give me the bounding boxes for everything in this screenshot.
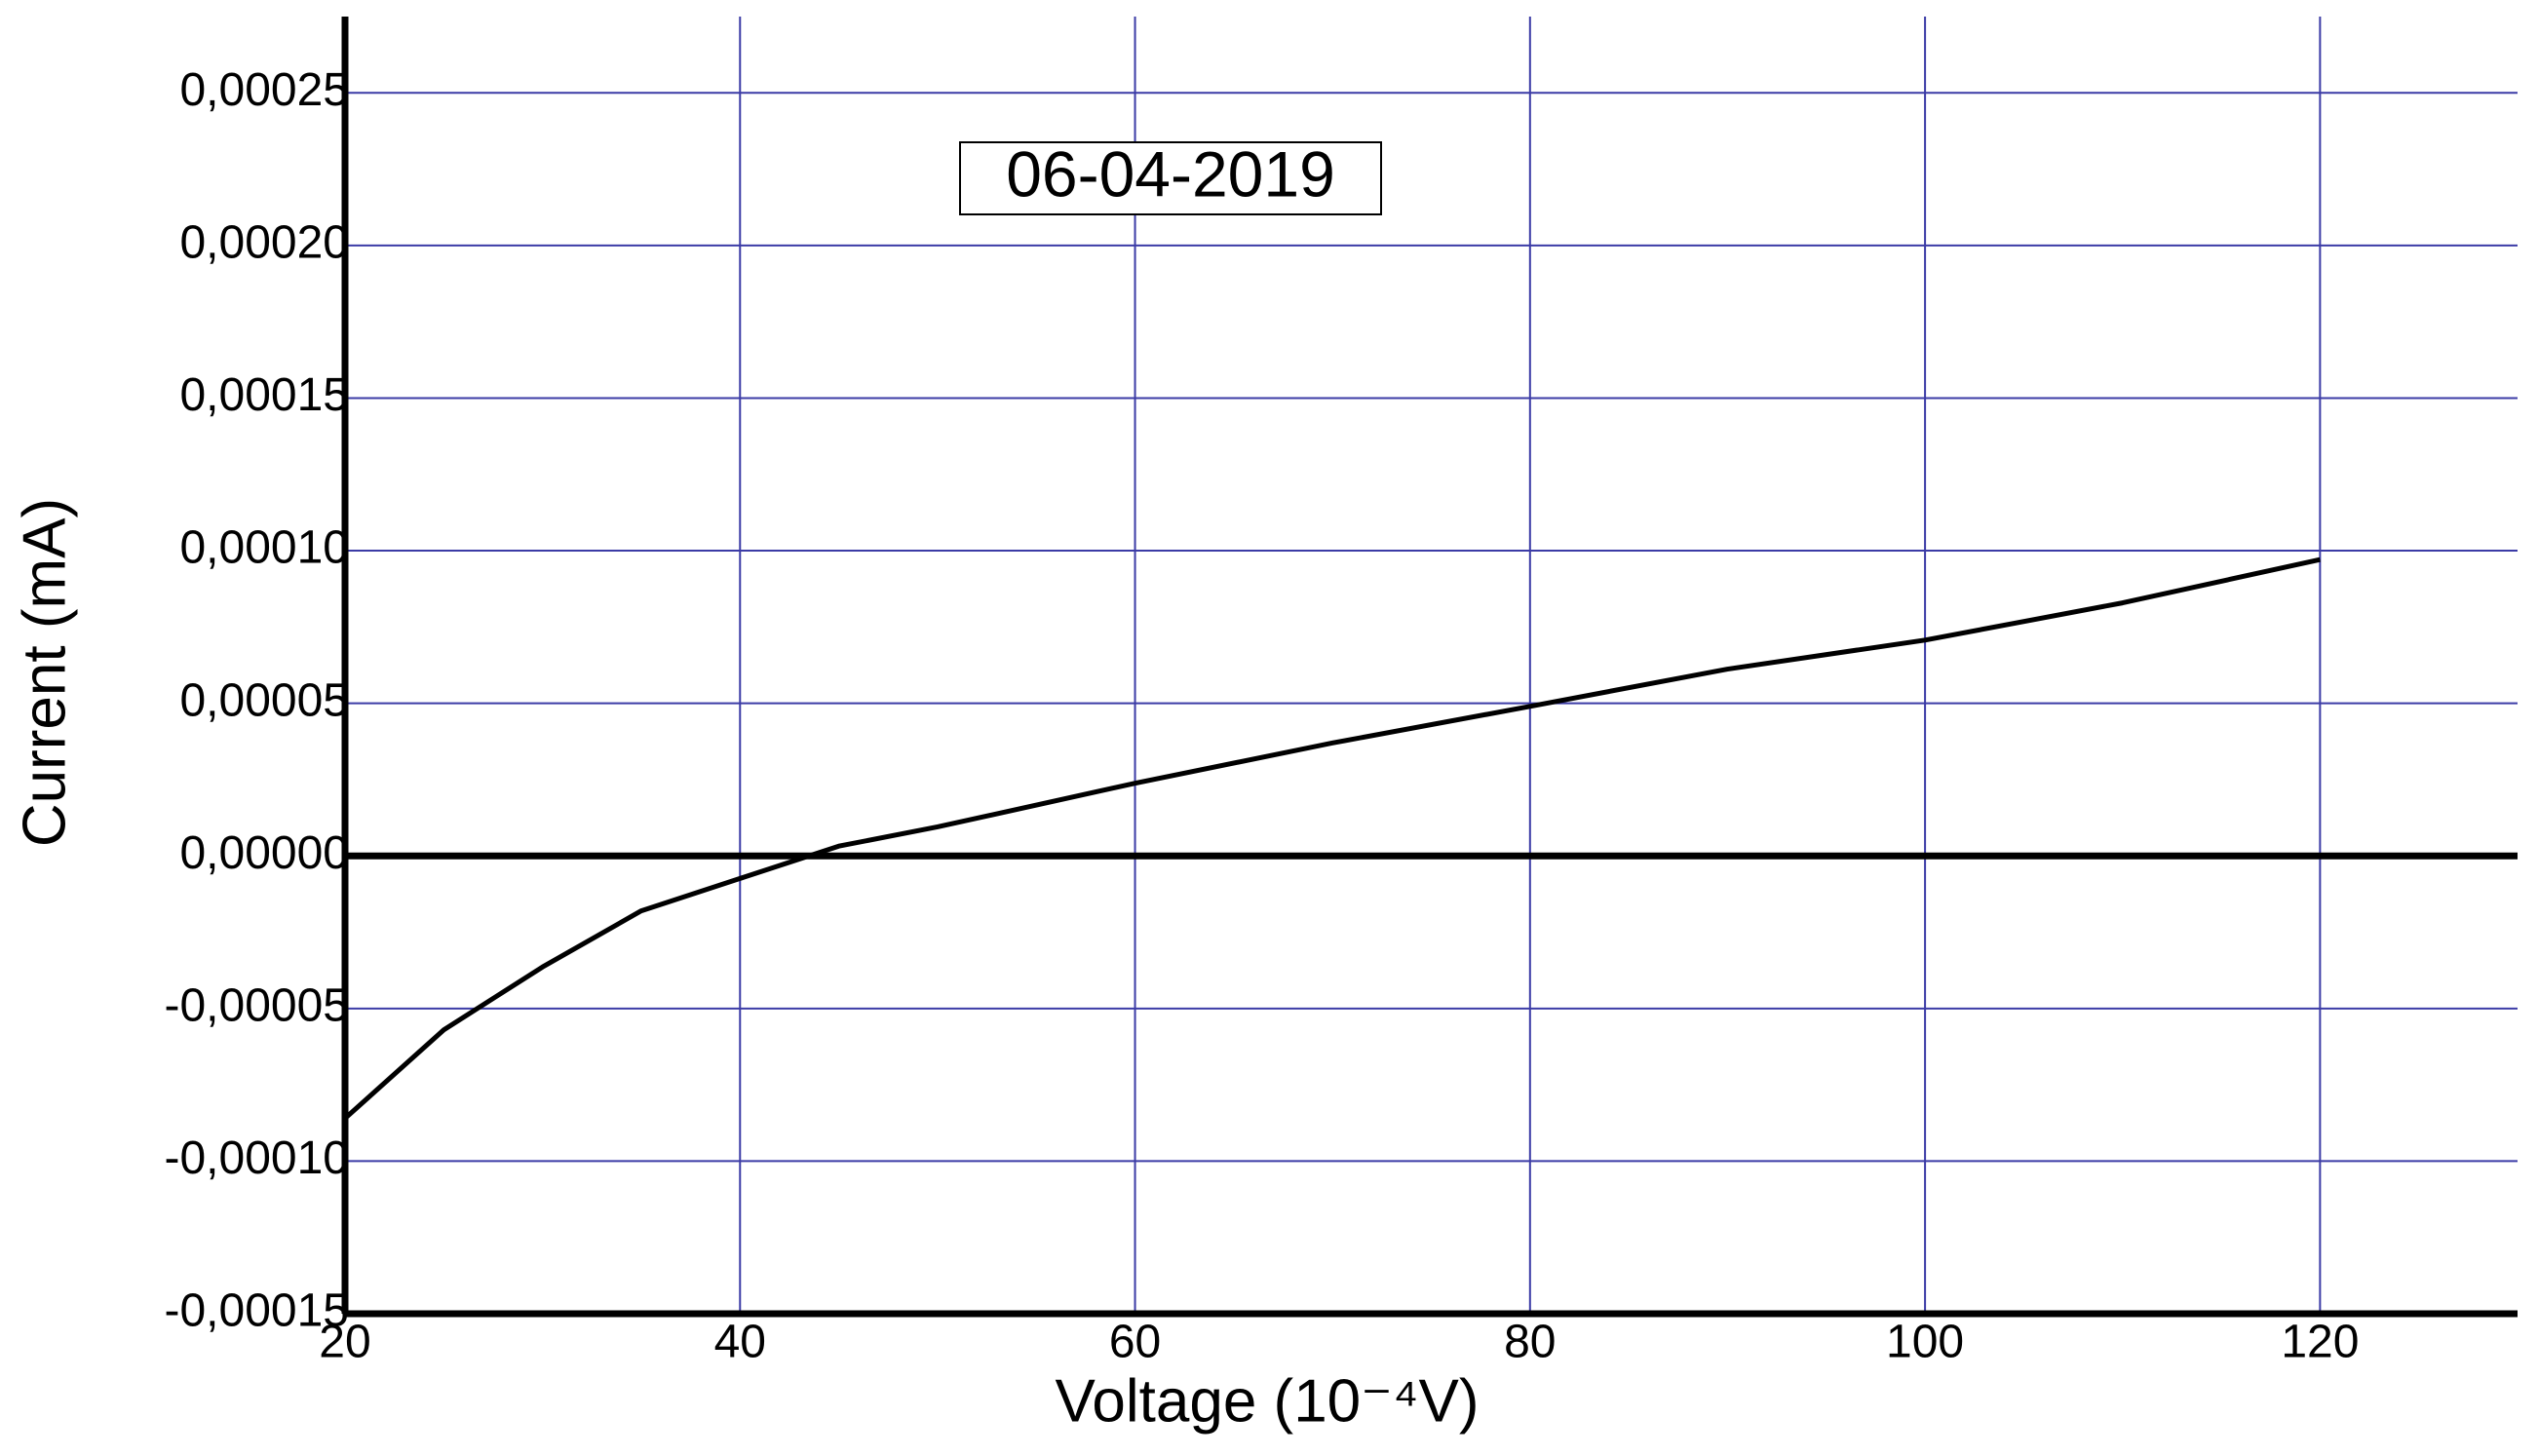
data-line [343,556,2321,1121]
grid [341,17,2518,1318]
y-tick-label: 0,00025 [179,64,349,116]
plot [343,556,2321,1121]
x-tick-label: 20 [319,1317,370,1368]
x-tick-label: 80 [1504,1317,1556,1368]
x-axis-label: Voltage (10⁻⁴V) [1055,1367,1479,1435]
x-tick-label: 40 [714,1317,766,1368]
y-tick-label: -0,00015 [165,1285,350,1337]
annotation-box [959,141,1382,215]
y-tick-label: -0,00005 [165,979,350,1031]
x-tick-label: 60 [1109,1317,1161,1368]
y-tick-label: -0,00010 [165,1132,350,1184]
y-tick-label: 0,00005 [179,674,349,726]
x-tick-label: 100 [1886,1317,1964,1368]
y-tick-label: 0,00020 [179,217,349,269]
annotation: 06-04-2019 [1006,137,1335,210]
x-tick-label: 120 [2281,1317,2359,1368]
y-tick-label: 0,00015 [179,369,349,421]
y-tick-label: 0,00000 [179,827,349,879]
y-tick-label: 0,00010 [179,522,349,574]
y-axis-label: Current (mA) [11,498,78,847]
